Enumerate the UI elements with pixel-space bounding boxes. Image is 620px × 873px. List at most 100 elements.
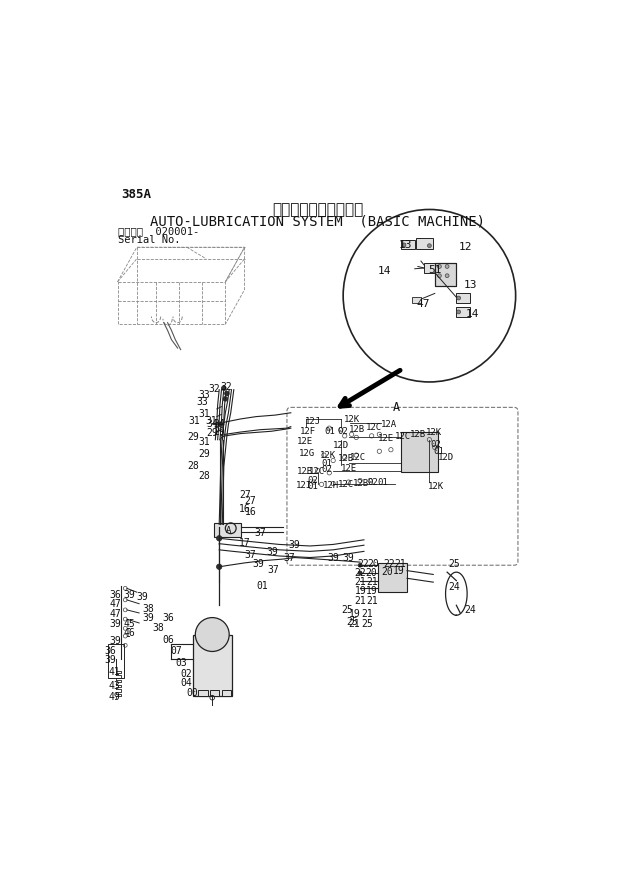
Text: 13: 13	[464, 280, 477, 291]
Text: 12F: 12F	[300, 427, 316, 436]
Circle shape	[457, 296, 461, 300]
Bar	[401, 239, 415, 249]
Text: 12C: 12C	[395, 432, 411, 441]
Text: 31: 31	[205, 416, 217, 426]
Text: 21: 21	[395, 559, 407, 569]
Text: 12A: 12A	[381, 421, 397, 430]
Text: 34: 34	[214, 419, 226, 429]
Text: 12B: 12B	[410, 430, 427, 439]
Circle shape	[218, 422, 222, 427]
Text: 01: 01	[324, 427, 335, 436]
Text: 02: 02	[307, 476, 317, 485]
Text: 39: 39	[104, 656, 116, 665]
Text: 41: 41	[108, 667, 120, 677]
Text: 16: 16	[239, 504, 251, 513]
Text: 43: 43	[108, 681, 120, 691]
Circle shape	[445, 274, 449, 278]
Text: 29: 29	[187, 432, 198, 442]
Text: 21: 21	[355, 596, 366, 606]
Text: 02: 02	[322, 465, 332, 474]
Circle shape	[223, 396, 228, 402]
Text: 36: 36	[162, 613, 174, 623]
Text: 39: 39	[142, 613, 154, 623]
Text: 39: 39	[110, 619, 122, 629]
Bar	[378, 563, 407, 592]
Text: 12D: 12D	[438, 453, 454, 462]
Text: 12E: 12E	[378, 435, 394, 443]
Text: 51: 51	[428, 265, 441, 275]
Text: 12E: 12E	[297, 437, 313, 446]
Text: 385A: 385A	[122, 188, 151, 201]
Text: 36: 36	[110, 590, 122, 600]
Text: 12C: 12C	[350, 453, 366, 462]
Text: 14: 14	[466, 309, 479, 319]
Text: 33: 33	[196, 397, 208, 408]
Text: 38: 38	[142, 604, 154, 614]
Text: 39: 39	[124, 590, 135, 600]
Text: 12K: 12K	[427, 428, 443, 437]
Text: 22: 22	[354, 567, 366, 578]
Circle shape	[445, 265, 449, 268]
Text: 37: 37	[268, 565, 280, 575]
Text: 02: 02	[180, 670, 192, 679]
Text: 21: 21	[366, 577, 378, 587]
Text: 12C: 12C	[365, 423, 382, 432]
Bar	[108, 643, 124, 678]
Circle shape	[457, 310, 461, 313]
Text: 12K: 12K	[320, 451, 336, 460]
Text: 19: 19	[366, 586, 378, 596]
Text: 02: 02	[368, 478, 379, 487]
Text: 12B: 12B	[348, 425, 365, 434]
Text: 20: 20	[368, 559, 379, 569]
Text: 12C: 12C	[338, 480, 354, 489]
Text: 19: 19	[393, 566, 405, 576]
Text: 14: 14	[378, 266, 391, 277]
Text: Serial No.: Serial No.	[118, 235, 180, 245]
Text: 12B: 12B	[353, 479, 370, 488]
Text: 12C: 12C	[309, 467, 325, 477]
Text: 34: 34	[206, 419, 218, 429]
Text: 39: 39	[328, 553, 340, 563]
Text: 31: 31	[198, 437, 210, 447]
Text: 12K: 12K	[428, 482, 444, 491]
Text: 12B: 12B	[297, 467, 313, 477]
Text: 25: 25	[361, 619, 373, 629]
Text: 21: 21	[361, 609, 373, 619]
Text: 32: 32	[220, 382, 232, 392]
Text: 31: 31	[198, 409, 210, 419]
Text: 36: 36	[104, 646, 116, 656]
Text: 27: 27	[239, 490, 251, 499]
Text: 24: 24	[449, 582, 461, 592]
Text: 29: 29	[198, 449, 210, 459]
Text: 21: 21	[348, 619, 360, 629]
Text: 25: 25	[346, 617, 358, 627]
Text: 29: 29	[206, 428, 218, 438]
Text: 33: 33	[198, 389, 210, 400]
Text: 01: 01	[433, 447, 444, 457]
Text: 22: 22	[358, 559, 370, 569]
Text: 01: 01	[322, 459, 332, 468]
Bar	[193, 635, 231, 696]
Text: 07: 07	[170, 646, 182, 656]
Bar	[424, 263, 438, 273]
Bar	[221, 690, 231, 696]
Circle shape	[427, 244, 432, 248]
Circle shape	[221, 386, 226, 390]
Text: 12H: 12H	[322, 480, 339, 490]
Text: 12B: 12B	[338, 454, 354, 463]
Text: 47: 47	[416, 299, 430, 309]
Bar	[435, 263, 456, 285]
Text: 49: 49	[108, 691, 120, 702]
Text: 19: 19	[355, 586, 366, 596]
Circle shape	[224, 391, 229, 395]
Circle shape	[358, 571, 362, 574]
Text: 01: 01	[307, 482, 317, 491]
Bar	[210, 690, 219, 696]
Text: 29: 29	[214, 427, 226, 436]
Text: 16: 16	[245, 506, 256, 517]
Text: A: A	[393, 402, 401, 414]
Text: 25: 25	[449, 559, 461, 569]
Circle shape	[216, 535, 222, 541]
Bar	[412, 298, 421, 304]
Bar	[416, 238, 433, 249]
